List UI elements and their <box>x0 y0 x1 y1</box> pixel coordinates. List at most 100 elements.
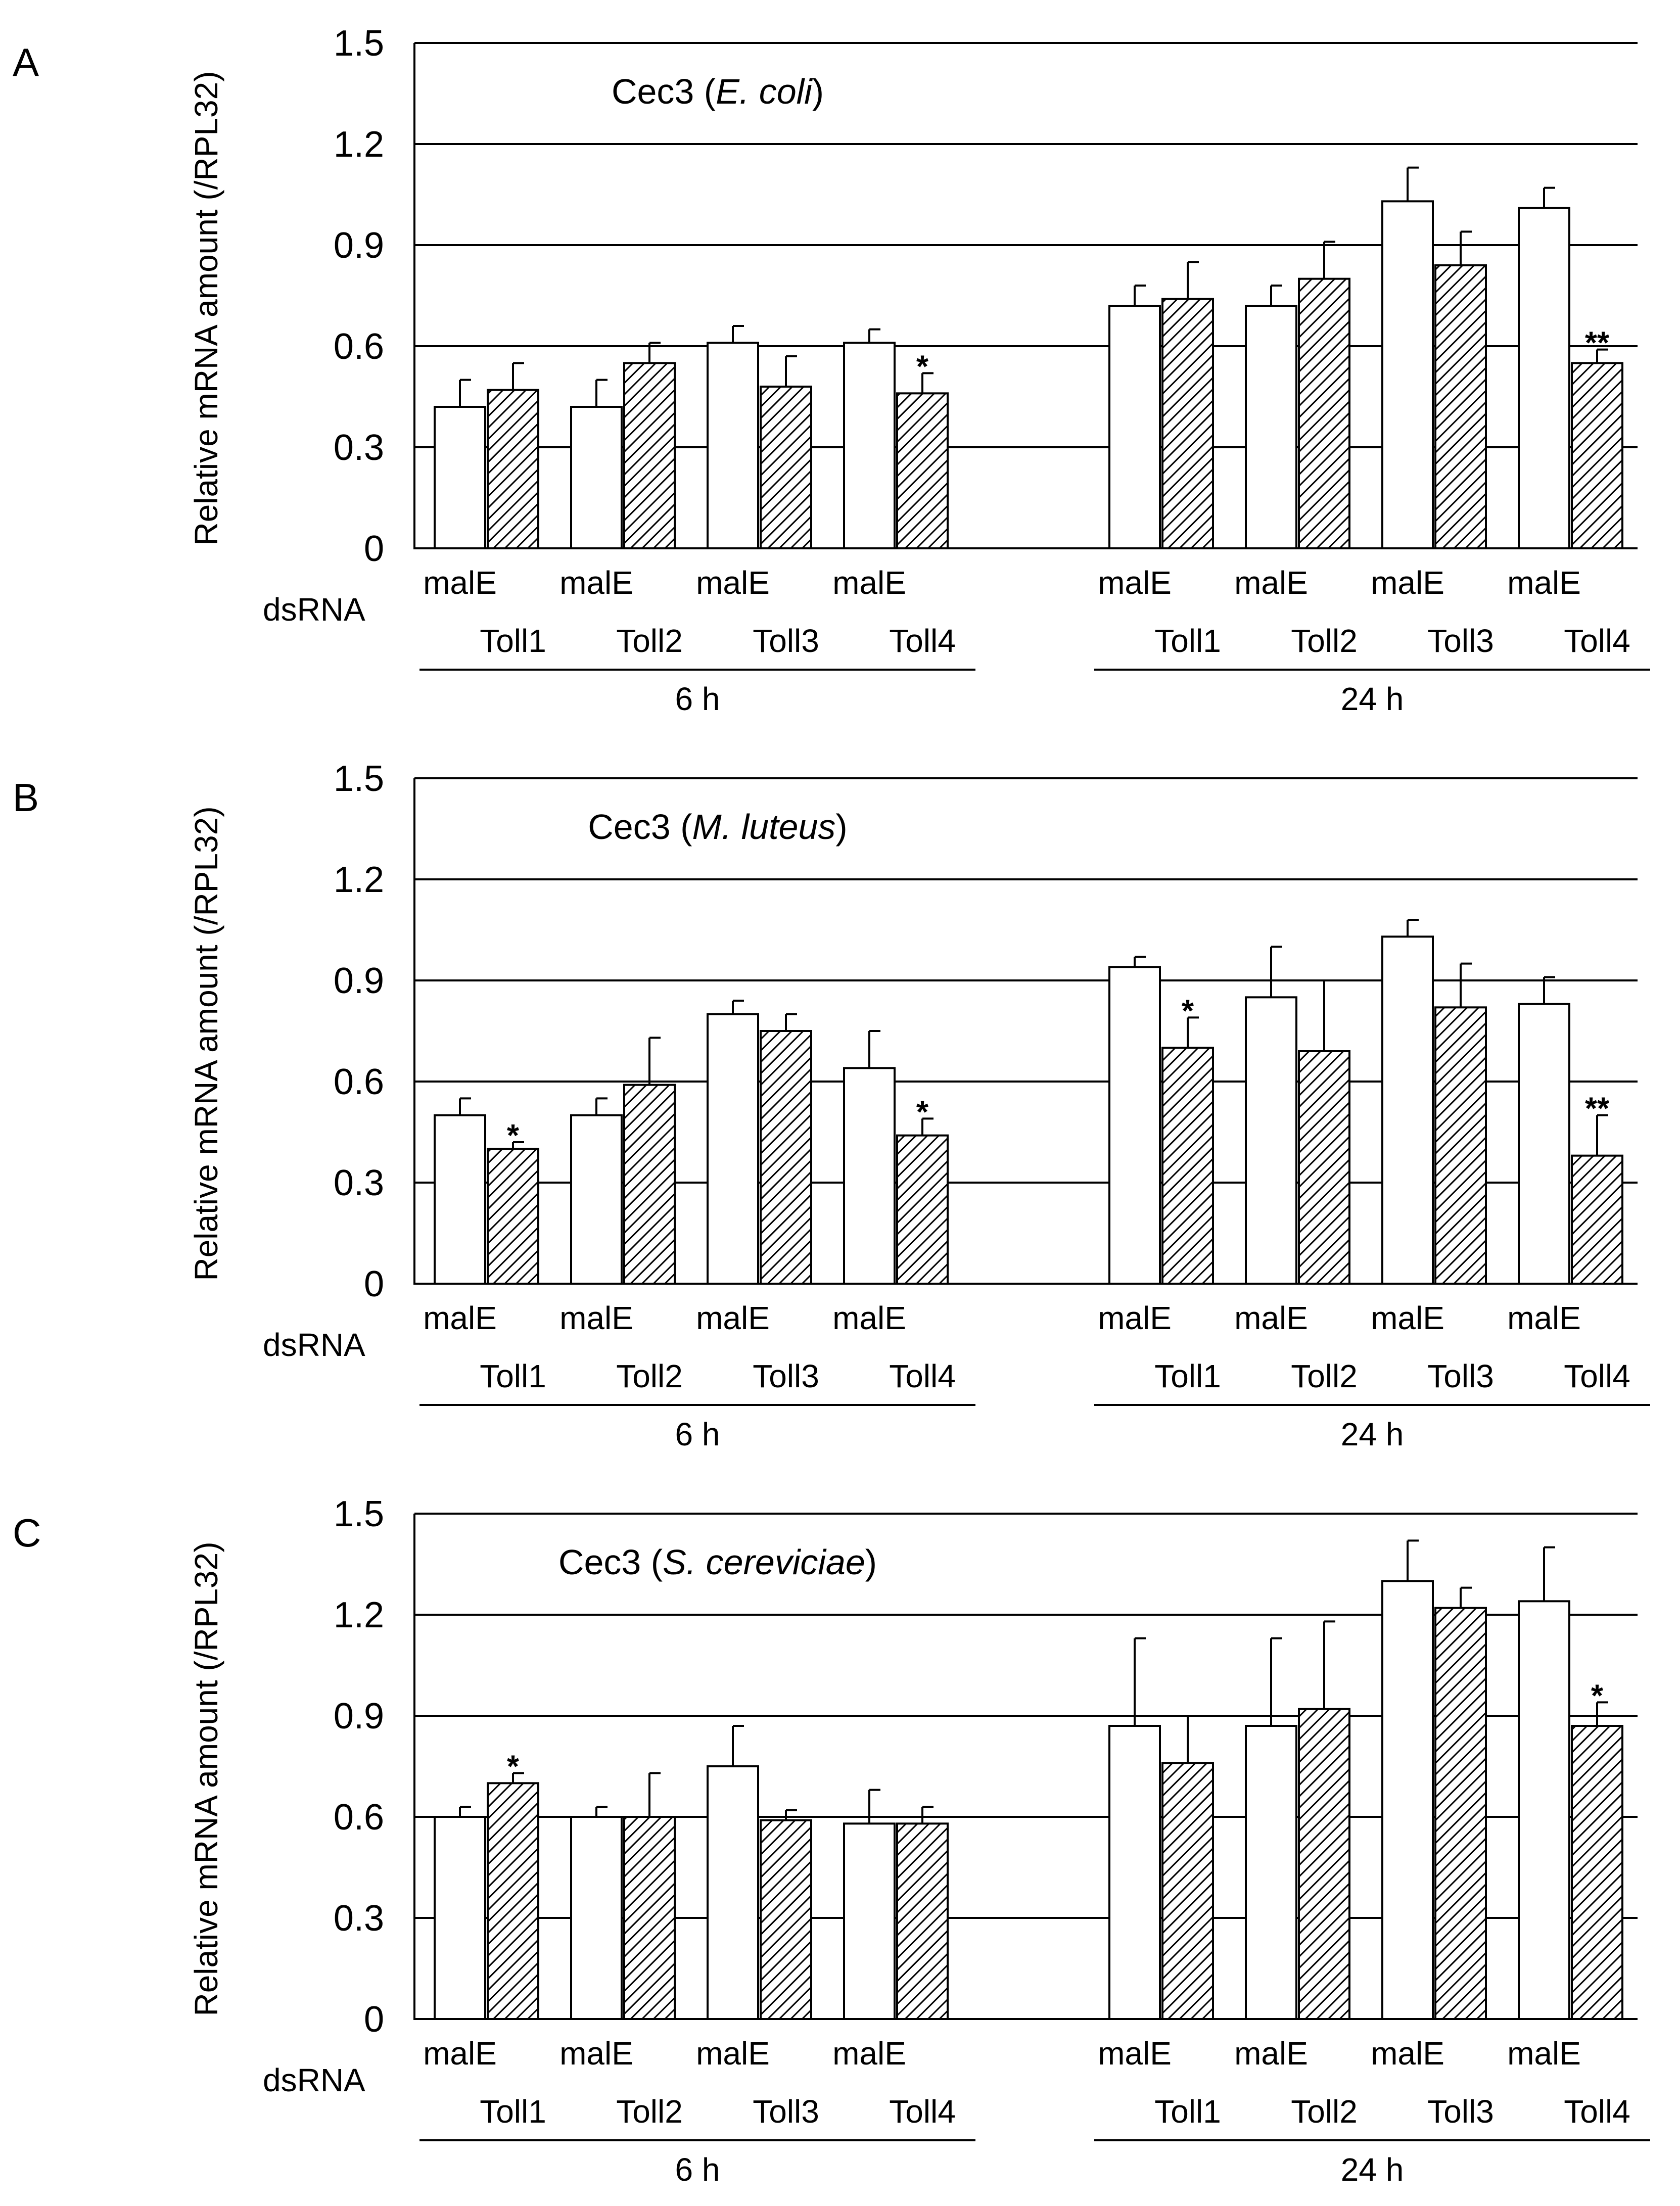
x-label-control: malE <box>559 2035 633 2072</box>
error-bar <box>1407 1539 1419 1581</box>
x-label-control: malE <box>559 1300 633 1336</box>
significance-marker: * <box>916 1095 929 1130</box>
control-bar <box>707 342 759 549</box>
control-bar <box>1245 996 1297 1285</box>
error-bar <box>512 1772 524 1783</box>
treatment-bar <box>1298 1708 1350 2020</box>
error-bar <box>732 1000 744 1014</box>
treatment-bar <box>1571 1725 1623 2020</box>
control-bar <box>1518 1003 1570 1285</box>
treatment-bar <box>760 1030 812 1285</box>
control-bar <box>843 1822 896 2020</box>
y-axis-label: Relative mRNA amount (/RPL32) <box>188 1541 224 2016</box>
x-label-treatment: Toll2 <box>616 1358 683 1394</box>
error-bar <box>595 1806 608 1817</box>
significance-marker: * <box>507 1118 520 1153</box>
error-bar <box>1460 1586 1472 1608</box>
control-bar <box>707 1765 759 2020</box>
x-label-control: malE <box>1098 1300 1172 1336</box>
error-bar <box>595 379 608 407</box>
error-bar <box>785 355 797 387</box>
x-label-control: malE <box>1371 2035 1444 2072</box>
y-tick-label: 1.5 <box>334 1494 384 1534</box>
control-bar <box>1381 935 1434 1285</box>
treatment-bar <box>896 1134 949 1285</box>
panel-c: C 0 0.3 0.6 0.9 1.2 1.5 Relative mRNA amount (/… <box>0 1471 1680 2206</box>
bar-chart: B 0 0.3 0.6 0.9 1.2 1.5 Relative mRNA amount (/… <box>13 759 1650 1452</box>
error-bar <box>1323 979 1335 1051</box>
y-axis-label: Relative mRNA amount (/RPL32) <box>188 806 224 1281</box>
significance-marker: * <box>1591 1678 1604 1713</box>
x-label-treatment: Toll2 <box>1291 623 1358 659</box>
error-bar <box>459 1806 471 1817</box>
control-bar <box>1518 207 1570 549</box>
y-tick-label: 1.2 <box>334 860 384 900</box>
timepoint-label: 24 h <box>1341 2151 1404 2188</box>
x-label-control: malE <box>1371 1300 1444 1336</box>
control-bar <box>570 1816 623 2020</box>
control-bar <box>1108 305 1161 549</box>
x-label-treatment: Toll4 <box>889 2093 956 2130</box>
error-bar <box>1407 166 1419 202</box>
y-tick-label: 1.2 <box>334 1595 384 1635</box>
chart-title: Cec3 (E. coli) <box>612 72 824 111</box>
control-bar <box>434 1114 486 1285</box>
error-bar <box>1407 919 1419 937</box>
treatment-bar <box>1434 264 1487 549</box>
control-bar <box>1381 200 1434 550</box>
treatment-bar <box>896 1822 949 2020</box>
control-bar <box>1108 966 1161 1285</box>
x-label-treatment: Toll3 <box>753 1358 819 1394</box>
y-tick-label: 1.5 <box>334 759 384 799</box>
x-label-control: malE <box>696 565 770 601</box>
control-bar <box>707 1013 759 1285</box>
x-label-control: malE <box>423 1300 497 1336</box>
y-tick-label: 0.9 <box>334 225 384 266</box>
axes <box>413 778 1638 1285</box>
x-label-treatment: Toll3 <box>1427 1358 1494 1394</box>
x-label-treatment: Toll1 <box>1154 1358 1221 1394</box>
treatment-bar <box>1161 1762 1214 2020</box>
error-bar <box>732 1725 744 1766</box>
error-bar <box>1134 956 1146 967</box>
control-bar <box>434 1816 486 2020</box>
y-tick-label: 0.3 <box>334 1163 384 1203</box>
x-label-treatment: Toll1 <box>480 1358 546 1394</box>
x-label-control: malE <box>1507 1300 1581 1336</box>
x-label-treatment: Toll1 <box>1154 623 1221 659</box>
error-bar <box>921 372 934 394</box>
x-label-treatment: Toll1 <box>480 2093 546 2130</box>
control-bar <box>1245 1725 1297 2020</box>
significance-marker: ** <box>1585 1092 1610 1127</box>
x-label-control: malE <box>1234 1300 1308 1336</box>
error-bar <box>1187 1016 1199 1048</box>
x-label-control: malE <box>1371 565 1444 601</box>
y-tick-label: 0 <box>364 529 384 569</box>
x-label-control: malE <box>559 565 633 601</box>
significance-marker: * <box>1182 994 1194 1028</box>
y-tick-label: 1.2 <box>334 124 384 165</box>
error-bar <box>1543 186 1555 208</box>
x-label-treatment: Toll2 <box>1291 1358 1358 1394</box>
error-bar <box>1596 348 1608 363</box>
panel-letter: C <box>13 1511 41 1555</box>
y-tick-label: 0.6 <box>334 1797 384 1838</box>
dsrna-label: dsRNA <box>263 2062 365 2098</box>
x-label-control: malE <box>832 1300 906 1336</box>
control-bar <box>843 342 896 549</box>
y-tick-label: 0.9 <box>334 961 384 1001</box>
treatment-bar <box>896 392 949 549</box>
error-bar <box>1187 261 1199 299</box>
error-bar <box>648 1037 661 1085</box>
x-label-control: malE <box>1234 565 1308 601</box>
error-bar <box>1596 1701 1608 1726</box>
treatment-bar <box>623 362 676 549</box>
control-bar <box>434 406 486 549</box>
error-bar <box>1323 1620 1335 1709</box>
error-bar <box>868 1030 880 1068</box>
panel-a: A 0 0.3 0.6 0.9 1.2 1.5 Relative mRNA amount (/… <box>0 0 1680 735</box>
error-bar <box>512 362 524 390</box>
error-bar <box>595 1097 608 1115</box>
control-bar <box>1108 1725 1161 2020</box>
timepoint-label: 6 h <box>675 2151 720 2188</box>
